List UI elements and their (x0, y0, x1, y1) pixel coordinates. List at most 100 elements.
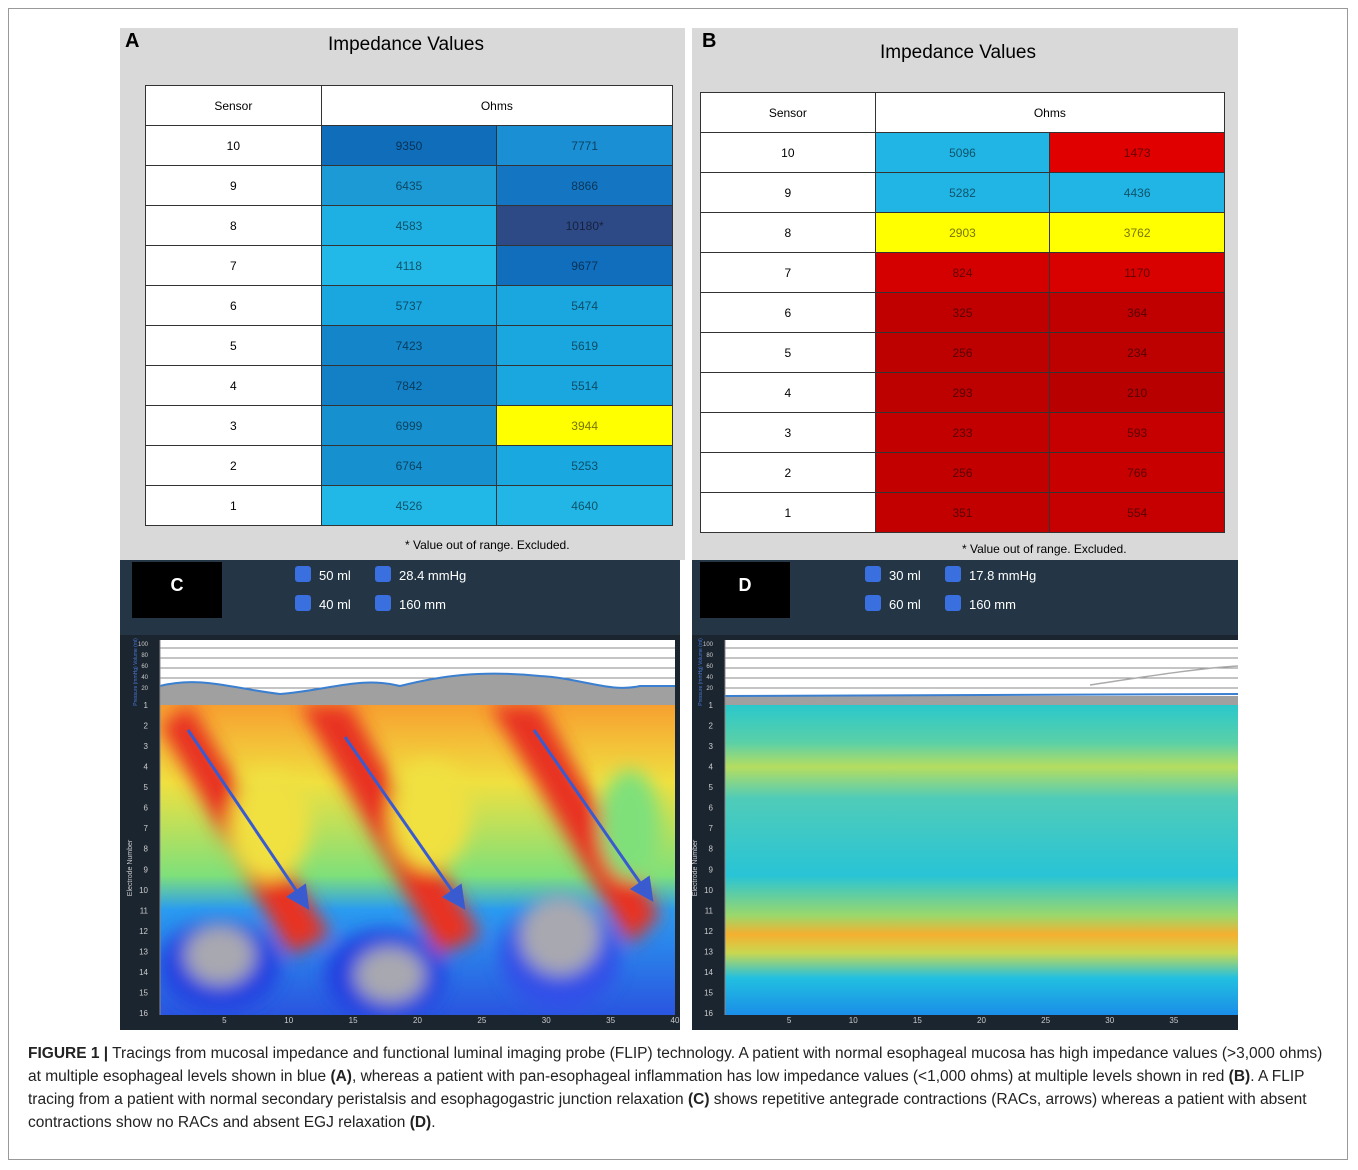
info-icon (295, 566, 311, 582)
electrode-tick: 11 (140, 906, 149, 915)
page: {"panels": [ {"label": "A", "title": "Im… (0, 0, 1358, 1170)
ohms-cell: 554 (1050, 493, 1225, 533)
ohms-cell: 1170 (1050, 253, 1225, 293)
ohms-cell: 4118 (321, 246, 497, 286)
ohms-cell: 6999 (321, 406, 497, 446)
pressure-text: 28.4 mmHg (399, 568, 466, 583)
ohms-cell: 325 (875, 293, 1050, 333)
sensor-cell: 4 (701, 373, 876, 413)
panel-title: Impedance Values (880, 42, 1036, 64)
electrode-tick: 15 (704, 988, 713, 997)
electrode-tick: 6 (144, 804, 149, 813)
table-row: 964358866 (146, 166, 673, 206)
info-icon (865, 595, 881, 611)
electrode-tick: 5 (144, 783, 149, 792)
ohms-cell: 5096 (875, 133, 1050, 173)
ohms-cell: 233 (875, 413, 1050, 453)
heatmap-c (160, 705, 675, 1020)
heatmap-d (725, 705, 1238, 1015)
sensor-cell: 2 (146, 446, 322, 486)
ohms-cell: 5474 (497, 286, 673, 326)
ohms-cell: 1473 (1050, 133, 1225, 173)
top-axis-label: Pressure (mmHg) Volume (ml) (133, 638, 139, 706)
pressure-tick: 60 (141, 664, 148, 670)
electrode-tick: 12 (704, 927, 713, 936)
table-row: 1351554 (701, 493, 1225, 533)
electrode-tick: 9 (709, 865, 714, 874)
panel-label: B (702, 30, 716, 53)
ohms-cell: 2903 (875, 213, 1050, 253)
impedance-table: SensorOhms10935077719643588668458310180*… (145, 85, 673, 526)
ohms-cell: 5619 (497, 326, 673, 366)
x-tick: 40 (671, 1016, 680, 1025)
ohms-cell: 3762 (1050, 213, 1225, 253)
sensor-cell: 3 (701, 413, 876, 453)
pressure-tick: 20 (141, 686, 148, 692)
ohms-cell: 293 (875, 373, 1050, 413)
ohms-cell: 4640 (497, 486, 673, 526)
sensor-cell: 8 (701, 213, 876, 253)
info-icon (865, 566, 881, 582)
electrode-tick: 11 (705, 906, 714, 915)
ohms-cell: 824 (875, 253, 1050, 293)
ohms-cell: 4526 (321, 486, 497, 526)
ohms-cell: 256 (875, 333, 1050, 373)
x-tick: 25 (477, 1016, 486, 1025)
sensor-cell: 10 (701, 133, 876, 173)
sensor-cell: 5 (146, 326, 322, 366)
pressure-tick: 20 (706, 686, 713, 692)
electrode-tick: 4 (144, 763, 149, 772)
electrode-tick: 13 (139, 947, 148, 956)
header-cell: Sensor (146, 86, 322, 126)
x-tick: 20 (413, 1016, 422, 1025)
header-row: SensorOhms (146, 86, 673, 126)
pressure-tick: 40 (141, 675, 148, 681)
table-row: 78241170 (701, 253, 1225, 293)
table-row: 369993944 (146, 406, 673, 446)
x-tick: 10 (849, 1016, 858, 1025)
electrode-tick: 13 (704, 947, 713, 956)
sensor-cell: 8 (146, 206, 322, 246)
electrode-tick: 14 (139, 968, 148, 977)
panel-label: D (739, 575, 752, 595)
caption-text: (B) (1229, 1068, 1251, 1085)
x-tick: 35 (606, 1016, 615, 1025)
electrode-tick: 16 (704, 1009, 713, 1018)
ohms-cell: 9350 (321, 126, 497, 166)
caption: FIGURE 1 | Tracings from mucosal impedan… (28, 1042, 1328, 1134)
ohms-cell: 5514 (497, 366, 673, 406)
electrode-tick: 4 (709, 763, 714, 772)
header-cell: Sensor (701, 93, 876, 133)
ohms-cell: 593 (1050, 413, 1225, 453)
pressure-tick: 60 (706, 664, 713, 670)
info-icon (375, 595, 391, 611)
pressure-text: 17.8 mmHg (969, 568, 1036, 583)
sensor-cell: 1 (146, 486, 322, 526)
sensor-cell: 3 (146, 406, 322, 446)
table-row: 1093507771 (146, 126, 673, 166)
x-tick: 15 (913, 1016, 922, 1025)
x-tick: 15 (349, 1016, 358, 1025)
fill-text: 60 ml (889, 597, 921, 612)
ohms-cell: 5282 (875, 173, 1050, 213)
ohms-cell: 4583 (321, 206, 497, 246)
pressure-tick: 100 (703, 642, 714, 648)
length-text: 160 mm (399, 597, 446, 612)
sensor-cell: 10 (146, 126, 322, 166)
footnote: * Value out of range. Excluded. (962, 542, 1127, 556)
x-tick: 25 (1041, 1016, 1050, 1025)
info-icon (375, 566, 391, 582)
ohms-cell: 5737 (321, 286, 497, 326)
volume-text: 30 ml (889, 568, 921, 583)
ohms-cell: 7842 (321, 366, 497, 406)
x-tick: 10 (284, 1016, 293, 1025)
